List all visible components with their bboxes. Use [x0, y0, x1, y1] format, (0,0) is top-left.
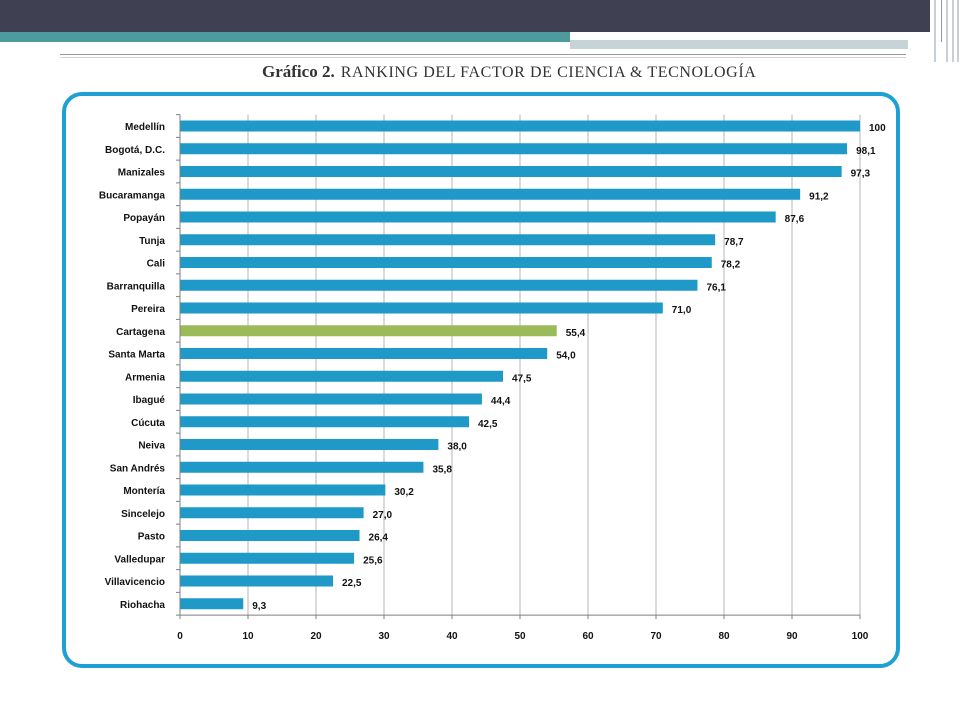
bar-cali	[180, 257, 712, 268]
value-label-monteria: 30,2	[394, 487, 414, 498]
value-label-cartagena: 55,4	[566, 328, 586, 339]
category-label-san-andres: San Andrés	[110, 463, 166, 474]
value-label-riohacha: 9,3	[252, 601, 266, 612]
x-tick-label: 50	[514, 631, 526, 642]
x-tick-label: 40	[446, 631, 458, 642]
bar-armenia	[180, 370, 503, 382]
category-label-monteria: Montería	[123, 486, 165, 497]
bar-bucaramanga	[180, 188, 801, 200]
category-label-cartagena: Cartagena	[116, 327, 165, 338]
chart-title-text: RANKING DEL FACTOR DE CIENCIA & TECNOLOG…	[340, 64, 757, 81]
category-label-neiva: Neiva	[138, 441, 165, 452]
bar-tunja	[180, 234, 716, 246]
corner-ornament-line	[952, 0, 954, 62]
x-tick-label: 90	[786, 631, 798, 642]
value-label-villavicencio: 22,5	[342, 578, 362, 589]
header-accent-stripe	[0, 32, 570, 42]
category-label-popayan: Popayán	[123, 213, 165, 224]
bar-popayan	[180, 211, 776, 223]
value-label-ibague: 44,4	[491, 396, 511, 407]
category-label-ibague: Ibagué	[133, 395, 166, 406]
x-tick-label: 20	[310, 631, 322, 642]
value-label-cucuta: 42,5	[478, 419, 498, 430]
value-label-san-andres: 35,8	[432, 464, 452, 475]
value-label-santa-marta: 54,0	[556, 351, 576, 362]
corner-ornament-line	[946, 0, 948, 62]
bar-bogota-d-c	[180, 143, 848, 155]
value-label-armenia: 47,5	[512, 373, 532, 384]
bar-manizales	[180, 166, 842, 177]
chart-title: Gráfico 2. RANKING DEL FACTOR DE CIENCIA …	[262, 61, 756, 83]
category-label-riohacha: Riohacha	[120, 600, 165, 611]
category-label-manizales: Manizales	[118, 168, 166, 179]
bar-sincelejo	[180, 507, 364, 519]
value-label-manizales: 97,3	[851, 169, 871, 180]
category-label-villavicencio: Villavicencio	[105, 577, 165, 588]
value-label-neiva: 38,0	[447, 442, 467, 453]
bar-pereira	[180, 302, 663, 314]
value-label-cali: 78,2	[721, 260, 741, 271]
bar-barranquilla	[180, 279, 698, 291]
category-label-medellin: Medellín	[125, 122, 165, 133]
x-tick-label: 70	[650, 631, 662, 642]
bar-pasto	[180, 530, 360, 541]
x-tick-label: 30	[378, 631, 390, 642]
bar-ibague	[180, 393, 482, 405]
value-label-popayan: 87,6	[785, 214, 805, 225]
category-label-tunja: Tunja	[139, 236, 165, 247]
title-rule-light	[60, 57, 906, 58]
header-accent-stripe-light	[570, 40, 908, 49]
bar-villavicencio	[180, 575, 333, 587]
bar-riohacha	[180, 598, 244, 610]
bar-san-andres	[180, 461, 424, 473]
value-label-medellin: 100	[869, 123, 886, 134]
category-label-valledupar: Valledupar	[114, 554, 165, 565]
category-label-pereira: Pereira	[131, 304, 165, 315]
value-label-tunja: 78,7	[724, 237, 744, 248]
category-label-pasto: Pasto	[138, 532, 165, 543]
corner-ornament-line	[941, 0, 942, 42]
value-label-bucaramanga: 91,2	[809, 191, 829, 202]
bar-cartagena	[180, 325, 557, 337]
chart-title-prefix: Gráfico 2.	[262, 62, 335, 81]
x-tick-label: 10	[242, 631, 254, 642]
category-label-armenia: Armenia	[125, 372, 165, 383]
value-label-pasto: 26,4	[369, 533, 389, 544]
category-label-barranquilla: Barranquilla	[107, 281, 166, 292]
x-tick-label: 60	[582, 631, 594, 642]
corner-ornament-line	[934, 0, 936, 62]
bar-valledupar	[180, 552, 355, 564]
category-label-bogota-d-c: Bogotá, D.C.	[105, 145, 165, 156]
value-label-barranquilla: 76,1	[706, 282, 726, 293]
value-label-sincelejo: 27,0	[373, 510, 393, 521]
category-label-sincelejo: Sincelejo	[121, 509, 165, 520]
category-label-cali: Cali	[147, 259, 166, 270]
bar-monteria	[180, 484, 386, 496]
bar-medellin	[180, 120, 860, 132]
bar-neiva	[180, 439, 439, 450]
header-bar	[0, 0, 930, 32]
value-label-bogota-d-c: 98,1	[856, 146, 876, 157]
corner-ornament-line	[957, 0, 959, 62]
value-label-valledupar: 25,6	[363, 555, 383, 566]
bar-santa-marta	[180, 348, 548, 359]
category-label-cucuta: Cúcuta	[131, 418, 165, 429]
x-tick-label: 0	[177, 631, 183, 642]
bar-cucuta	[180, 416, 469, 428]
category-label-santa-marta: Santa Marta	[108, 350, 165, 361]
value-label-pereira: 71,0	[672, 305, 692, 316]
title-rule	[60, 54, 906, 55]
category-label-bucaramanga: Bucaramanga	[99, 190, 166, 201]
x-tick-label: 80	[718, 631, 730, 642]
x-tick-label: 100	[852, 631, 869, 642]
